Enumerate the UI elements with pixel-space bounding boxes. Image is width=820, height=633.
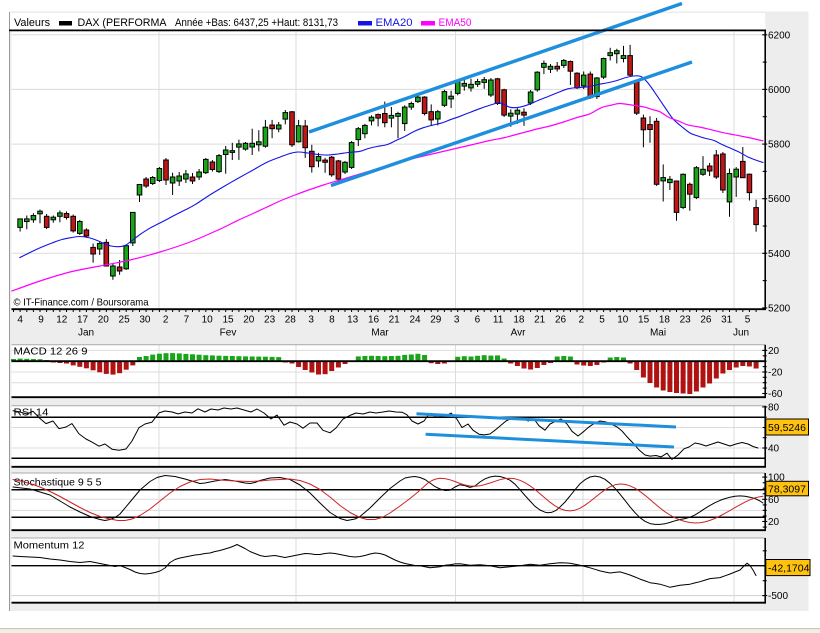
svg-text:26: 26 xyxy=(555,315,567,326)
svg-text:15: 15 xyxy=(222,315,234,326)
svg-text:59,5246: 59,5246 xyxy=(768,422,806,434)
svg-text:6: 6 xyxy=(475,315,481,326)
svg-text:28: 28 xyxy=(285,315,297,326)
svg-text:80: 80 xyxy=(768,402,780,413)
svg-text:40: 40 xyxy=(768,444,780,455)
svg-text:24: 24 xyxy=(409,315,421,326)
svg-text:5800: 5800 xyxy=(768,140,791,151)
svg-text:23: 23 xyxy=(264,315,276,326)
svg-text:20: 20 xyxy=(768,517,780,528)
svg-text:4: 4 xyxy=(17,315,23,326)
svg-text:6000: 6000 xyxy=(768,85,791,96)
svg-text:Momentum 12: Momentum 12 xyxy=(14,540,85,552)
svg-text:Mai: Mai xyxy=(650,328,666,339)
svg-text:-20: -20 xyxy=(768,368,783,379)
svg-text:DAX (PERFORMA: DAX (PERFORMA xyxy=(78,17,168,29)
svg-text:11: 11 xyxy=(493,315,504,326)
svg-text:5600: 5600 xyxy=(768,194,791,205)
svg-text:3: 3 xyxy=(454,315,460,326)
svg-text:17: 17 xyxy=(77,315,89,326)
svg-text:Mar: Mar xyxy=(371,328,389,339)
svg-text:-500: -500 xyxy=(768,591,788,602)
svg-text:EMA20: EMA20 xyxy=(376,17,413,29)
svg-text:Jan: Jan xyxy=(78,328,94,339)
svg-text:13: 13 xyxy=(347,315,359,326)
svg-text:-60: -60 xyxy=(768,389,783,400)
svg-text:60: 60 xyxy=(768,495,780,506)
svg-text:18: 18 xyxy=(513,315,525,326)
svg-text:Valeurs: Valeurs xyxy=(14,17,50,29)
svg-text:30: 30 xyxy=(139,315,151,326)
svg-text:78,3097: 78,3097 xyxy=(768,483,806,495)
svg-text:29: 29 xyxy=(430,315,442,326)
svg-text:100: 100 xyxy=(768,473,785,484)
svg-text:Avr: Avr xyxy=(511,328,526,339)
svg-text:2: 2 xyxy=(163,315,169,326)
svg-text:Année +Bas: 6437,25 +Haut: 813: Année +Bas: 6437,25 +Haut: 8131,73 xyxy=(175,17,338,29)
svg-text:3: 3 xyxy=(308,315,314,326)
svg-text:26: 26 xyxy=(700,315,712,326)
svg-text:10: 10 xyxy=(617,315,629,326)
svg-text:EMA50: EMA50 xyxy=(439,17,472,29)
svg-text:25: 25 xyxy=(119,315,131,326)
svg-text:18: 18 xyxy=(659,315,671,326)
svg-text:10: 10 xyxy=(202,315,214,326)
svg-text:20: 20 xyxy=(768,346,780,357)
svg-text:-42,1704: -42,1704 xyxy=(768,562,810,574)
svg-text:20: 20 xyxy=(243,315,255,326)
svg-text:Fev: Fev xyxy=(220,328,237,339)
svg-text:8: 8 xyxy=(329,315,335,326)
svg-text:21: 21 xyxy=(389,315,401,326)
svg-text:9: 9 xyxy=(38,315,44,326)
svg-text:© IT-Finance.com / Boursorama: © IT-Finance.com / Boursorama xyxy=(14,297,149,309)
svg-text:MACD 12 26 9: MACD 12 26 9 xyxy=(14,346,88,358)
svg-text:12: 12 xyxy=(56,315,68,326)
svg-text:Jun: Jun xyxy=(733,328,749,339)
svg-text:31: 31 xyxy=(721,315,733,326)
svg-text:2: 2 xyxy=(579,315,585,326)
svg-text:5: 5 xyxy=(745,315,751,326)
svg-text:7: 7 xyxy=(184,315,190,326)
svg-text:6200: 6200 xyxy=(768,30,791,41)
svg-text:21: 21 xyxy=(534,315,546,326)
svg-text:5200: 5200 xyxy=(768,303,791,314)
svg-text:15: 15 xyxy=(638,315,650,326)
svg-text:5: 5 xyxy=(599,315,605,326)
svg-text:16: 16 xyxy=(368,315,380,326)
svg-text:5400: 5400 xyxy=(768,249,791,260)
svg-text:23: 23 xyxy=(680,315,692,326)
svg-text:20: 20 xyxy=(98,315,110,326)
